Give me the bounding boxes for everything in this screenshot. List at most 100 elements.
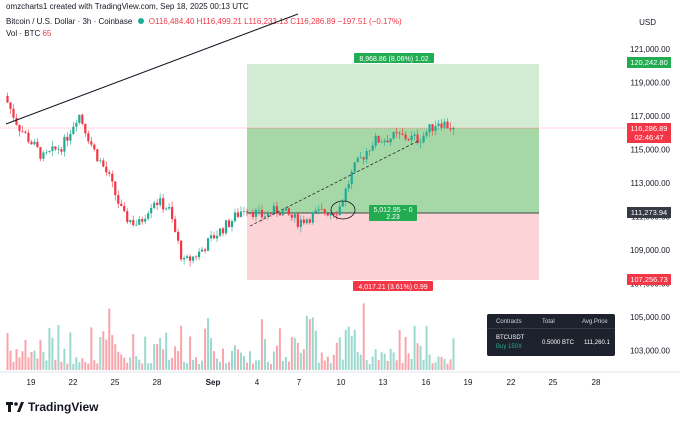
candle-body xyxy=(326,213,329,216)
volume-bar xyxy=(225,363,228,370)
panel-header-total: Total xyxy=(542,319,555,325)
tradingview-brand-text: TradingView xyxy=(28,400,99,414)
candle-body xyxy=(27,132,30,142)
candle-body xyxy=(186,256,189,259)
positions-panel[interactable]: Contracts Total Avg.Price BTCUSDT Buy 15… xyxy=(487,314,615,356)
panel-header-contracts: Contracts xyxy=(496,319,522,325)
volume-bar xyxy=(308,319,311,370)
trend-line[interactable] xyxy=(5,13,299,125)
volume-bar xyxy=(242,355,245,370)
volume-bar xyxy=(416,343,419,370)
volume-bar xyxy=(302,349,305,370)
volume-bar xyxy=(401,362,404,370)
volume-bar xyxy=(6,333,9,370)
date-label: 10 xyxy=(337,378,346,387)
volume-bar xyxy=(150,363,153,370)
candle-body xyxy=(126,211,129,223)
candle-body xyxy=(105,166,108,173)
date-label: 19 xyxy=(464,378,473,387)
candle-body xyxy=(287,208,290,215)
loss-label-box xyxy=(353,281,433,291)
volume-bar xyxy=(96,363,99,370)
volume-bar xyxy=(90,327,93,370)
candle-body xyxy=(24,131,27,133)
candle-body xyxy=(290,214,293,218)
date-label: Sep xyxy=(206,378,221,387)
volume-bar xyxy=(228,362,230,370)
candle-body xyxy=(81,114,84,124)
candle-body xyxy=(284,208,287,211)
volume-bar xyxy=(452,338,455,370)
date-label: 4 xyxy=(255,378,260,387)
volume-bar xyxy=(138,359,141,370)
volume-bar xyxy=(389,348,392,370)
volume-bar xyxy=(239,352,242,370)
tradingview-logo-icon xyxy=(6,401,24,412)
candle-body xyxy=(138,219,141,225)
candle-body xyxy=(338,206,341,216)
volume-bar xyxy=(293,338,296,370)
candle-body xyxy=(18,124,21,132)
candle-body xyxy=(117,195,120,204)
candle-body xyxy=(21,131,24,132)
candle-body xyxy=(9,102,12,109)
candle-body xyxy=(308,219,311,223)
candle-body xyxy=(278,213,281,216)
volume-bar xyxy=(344,329,347,370)
volume-bar xyxy=(30,351,33,370)
candle-body xyxy=(75,122,78,127)
volume-bar xyxy=(183,361,186,370)
loss-label: 4,017.21 (3.61%) 0.99 xyxy=(358,284,427,291)
candle-body xyxy=(174,219,177,232)
candle-body xyxy=(156,202,159,205)
candle-body xyxy=(242,211,246,212)
price-axis-label: 121,000.00 xyxy=(630,45,671,54)
profit-zone[interactable] xyxy=(247,64,539,128)
candle-body xyxy=(398,132,401,134)
target-price-tag: 120,242.80 xyxy=(630,58,668,67)
loss-zone[interactable] xyxy=(247,213,539,280)
volume-bar xyxy=(135,356,138,370)
volume-bar xyxy=(398,330,401,370)
candle-body xyxy=(144,218,147,222)
panel-symbol[interactable]: BTCUSDT xyxy=(496,335,525,341)
volume-bar xyxy=(260,319,263,370)
currency-label[interactable]: USD xyxy=(639,18,656,27)
candle-body xyxy=(72,126,75,134)
candle-body xyxy=(191,256,195,261)
volume-bar xyxy=(75,357,78,370)
volume-bar xyxy=(21,351,24,370)
volume-bar xyxy=(216,358,219,370)
candle-body xyxy=(168,207,171,209)
volume-bar xyxy=(377,360,380,370)
candle-body xyxy=(329,212,332,216)
volume-bar xyxy=(404,336,407,370)
volume-bar xyxy=(263,338,266,370)
volume-bar xyxy=(284,356,287,370)
volume-bar xyxy=(320,352,323,370)
volume-bar xyxy=(159,338,162,370)
volume-bar xyxy=(326,356,329,370)
volume-bar xyxy=(299,352,302,370)
volume-bar xyxy=(356,351,359,370)
volume-bar xyxy=(425,325,428,370)
candle-body xyxy=(386,140,389,143)
date-label: 19 xyxy=(27,378,36,387)
volume-bar xyxy=(27,357,30,370)
volume-bar xyxy=(15,348,18,370)
candle-body xyxy=(209,235,213,239)
candle-body xyxy=(413,134,416,136)
circle-annotation[interactable] xyxy=(330,200,356,220)
legend-ohlc: O116,484.40 H116,499.21 L116,233.13 C116… xyxy=(148,17,402,26)
legend-volume-label[interactable]: Vol · BTC xyxy=(6,29,41,38)
volume-bar xyxy=(281,361,284,370)
date-label: 7 xyxy=(297,378,302,387)
bar-countdown: 02:46:47 xyxy=(634,133,663,142)
volume-bar xyxy=(437,356,440,370)
legend-symbol[interactable]: Bitcoin / U.S. Dollar · 3h · Coinbase xyxy=(6,17,133,26)
candle-body xyxy=(353,162,356,172)
footer-brand[interactable]: TradingView xyxy=(6,398,98,416)
volume-bar xyxy=(254,360,257,370)
candle-body xyxy=(395,132,398,133)
